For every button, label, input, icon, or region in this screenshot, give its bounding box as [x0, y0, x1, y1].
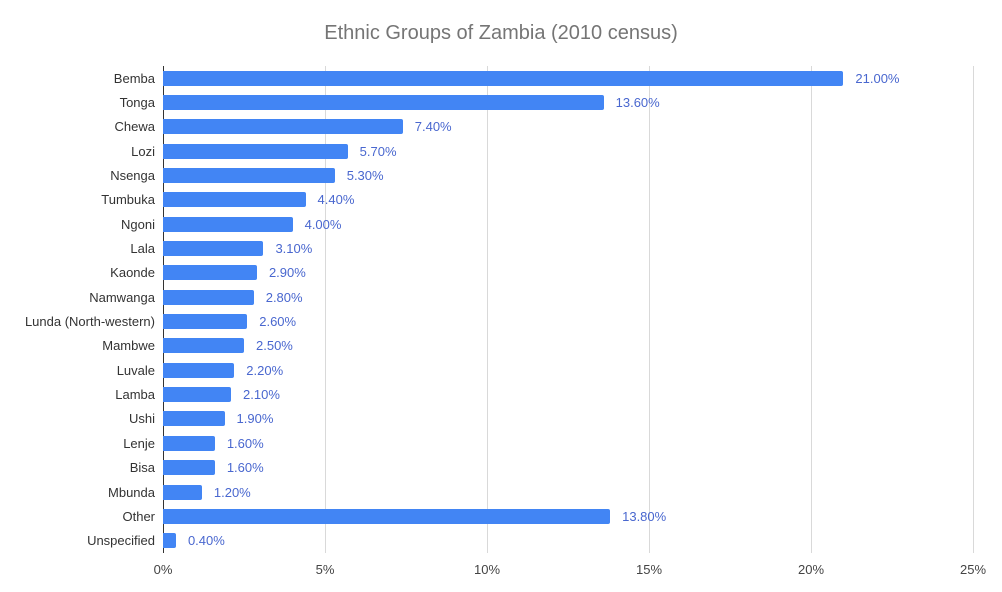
bar-value-label: 2.90% [268, 265, 306, 281]
category-label: Luvale [116, 362, 155, 378]
x-tick-label: 15% [635, 562, 663, 577]
bar-row: 2.20% [163, 358, 973, 382]
bar-value-label: 3.10% [275, 241, 313, 257]
bar[interactable] [163, 362, 235, 378]
bar-row: 13.60% [163, 90, 973, 114]
category-label: Bisa [129, 460, 155, 476]
bar-value-label: 2.80% [265, 289, 303, 305]
category-label: Tumbuka [101, 192, 155, 208]
bar[interactable] [163, 241, 264, 257]
chart-title: Ethnic Groups of Zambia (2010 census) [324, 22, 678, 44]
x-tick-label: 25% [959, 562, 987, 577]
bar[interactable] [163, 70, 844, 86]
bar-value-label: 5.30% [346, 168, 384, 184]
category-label: Lamba [115, 387, 155, 403]
bar-row: 1.20% [163, 480, 973, 504]
bar-value-label: 1.60% [226, 460, 264, 476]
bar[interactable] [163, 168, 335, 184]
category-label: Ngoni [121, 216, 155, 232]
bar[interactable] [163, 484, 202, 500]
bar-value-label: 2.20% [246, 362, 284, 378]
bar[interactable] [163, 143, 348, 159]
category-label: Lunda (North-western) [24, 314, 155, 330]
bar-value-label: 0.40% [187, 533, 225, 549]
category-label: Lala [130, 241, 155, 257]
bar-row: 3.10% [163, 236, 973, 260]
category-label: Ushi [128, 411, 155, 427]
bar-row: 2.60% [163, 309, 973, 333]
x-tick-label: 5% [315, 562, 335, 577]
gridline [487, 66, 488, 553]
bar-row: 2.80% [163, 285, 973, 309]
bar[interactable] [163, 435, 215, 451]
category-label: Bemba [113, 70, 155, 86]
bar-value-label: 21.00% [855, 70, 900, 86]
bar-value-label: 4.00% [304, 216, 342, 232]
bar-row: 2.50% [163, 334, 973, 358]
bar[interactable] [163, 533, 176, 549]
category-label: Namwanga [89, 289, 155, 305]
bar-value-label: 7.40% [414, 119, 452, 135]
x-tick-label: 20% [797, 562, 825, 577]
bar[interactable] [163, 95, 604, 111]
bar-row: 4.40% [163, 188, 973, 212]
bar-value-label: 2.60% [259, 314, 297, 330]
bar-rows: 21.00% 13.60% 7.40% 5.70% 5.30% 4.40% 4.00% 3.1… [163, 66, 973, 553]
bar-value-label: 2.50% [256, 338, 293, 354]
bar-value-label: 1.90% [236, 411, 274, 427]
bar[interactable] [163, 338, 244, 354]
bar[interactable] [163, 265, 257, 281]
category-label: Mbunda [108, 484, 155, 500]
category-label: Mambwe [102, 338, 155, 354]
gridline [973, 66, 974, 553]
category-label: Unspecified [87, 533, 155, 549]
bar-row: 7.40% [163, 115, 973, 139]
bar[interactable] [163, 289, 254, 305]
bar-row: 5.70% [163, 139, 973, 163]
bar-value-label: 4.40% [317, 192, 355, 208]
category-label: Other [122, 508, 155, 524]
bar-row: 21.00% [163, 66, 973, 90]
bar-row: 0.40% [163, 529, 973, 553]
bar-row: 2.90% [163, 261, 973, 285]
category-label: Chewa [114, 119, 155, 135]
bar[interactable] [163, 119, 403, 135]
bar[interactable] [163, 508, 611, 524]
x-tick-label: 10% [473, 562, 501, 577]
plot-area: 21.00% 13.60% 7.40% 5.70% 5.30% 4.40% 4.00% 3.1… [163, 66, 974, 553]
bar-row: 13.80% [163, 504, 973, 528]
axis-baseline [163, 66, 164, 553]
gridline [811, 66, 812, 553]
bar-row: 1.60% [163, 431, 973, 455]
bar[interactable] [163, 192, 306, 208]
bar-value-label: 13.60% [615, 95, 660, 111]
category-label: Tonga [119, 95, 155, 111]
category-label: Kaonde [110, 265, 155, 281]
x-tick-label: 0% [153, 562, 173, 577]
y-axis-labels: Bemba Tonga Chewa Lozi Nsenga Tumbuka Ngoni Lal… [0, 66, 155, 553]
category-label: Lozi [131, 143, 155, 159]
bar-value-label: 13.80% [622, 508, 667, 524]
bar-row: 2.10% [163, 382, 973, 406]
category-label: Lenje [123, 435, 155, 451]
gridline [325, 66, 326, 553]
bar-row: 1.90% [163, 407, 973, 431]
bar-row: 5.30% [163, 163, 973, 187]
bar-value-label: 1.60% [226, 435, 264, 451]
bar-value-label: 1.20% [213, 484, 251, 500]
bar-value-label: 2.10% [243, 387, 280, 403]
bar[interactable] [163, 387, 232, 403]
bar[interactable] [163, 411, 225, 427]
bar-row: 4.00% [163, 212, 973, 236]
bar[interactable] [163, 314, 248, 330]
bar[interactable] [163, 216, 293, 232]
category-label: Nsenga [110, 168, 155, 184]
gridline [649, 66, 650, 553]
bar-value-label: 5.70% [359, 143, 397, 159]
bar-row: 1.60% [163, 456, 973, 480]
bar[interactable] [163, 460, 215, 476]
